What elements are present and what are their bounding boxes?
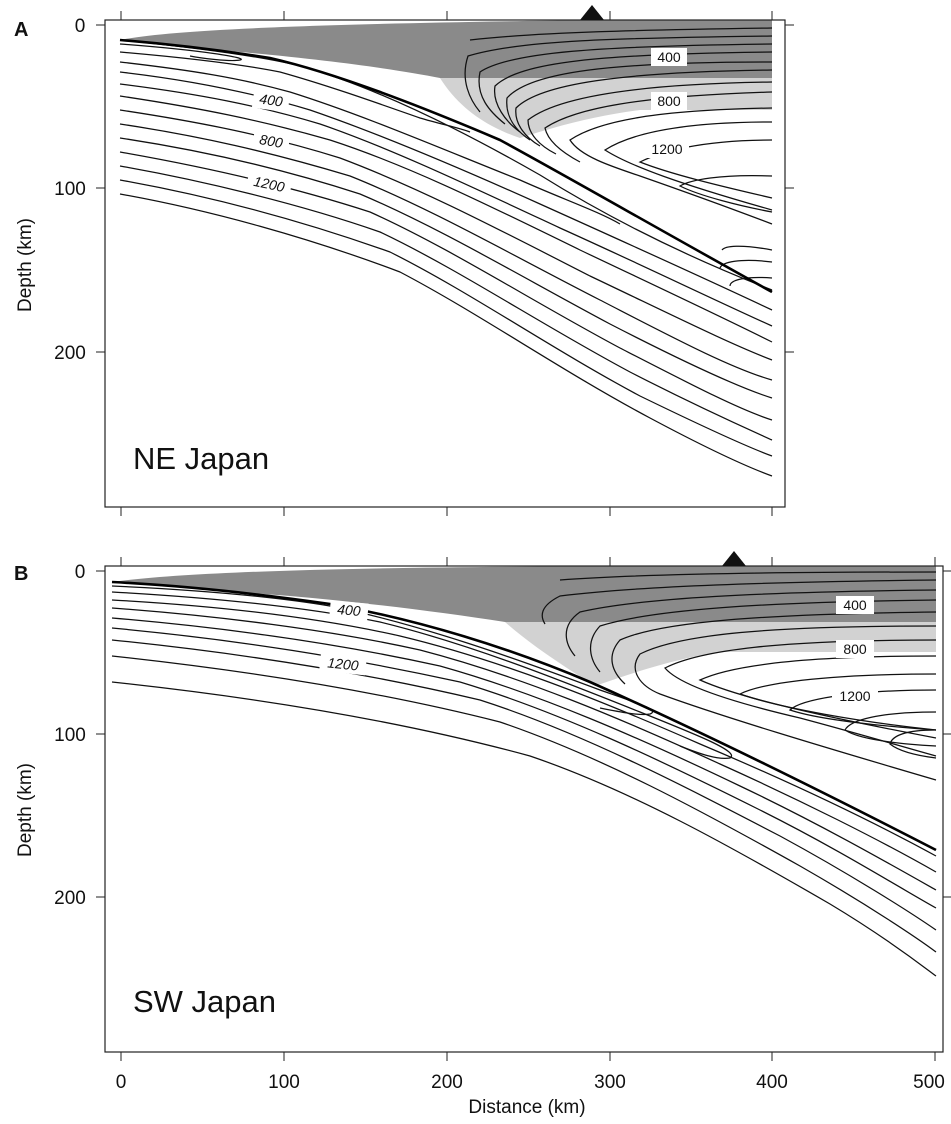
label-1200-upper-b: 1200 — [839, 688, 870, 704]
volcano-marker-b — [722, 551, 746, 566]
y-tick-100-a: 100 — [54, 179, 86, 200]
y-tick-100-b: 100 — [54, 725, 86, 746]
label-400-upper-a: 400 — [657, 49, 681, 65]
label-1200-lower-b: 1200 — [327, 654, 360, 673]
region-label-a: NE Japan — [133, 441, 269, 476]
ticks-a — [96, 11, 794, 516]
y-tick-200-a: 200 — [54, 343, 86, 364]
wedge-isotherms-b — [541, 571, 937, 781]
panel-label-a: A — [14, 19, 28, 41]
x-axis-label: Distance (km) — [468, 1097, 585, 1118]
slab-surface-a — [119, 38, 773, 294]
y-tick-200-b: 200 — [54, 888, 86, 909]
slab-isotherms-b — [111, 585, 937, 977]
plot-frame-a — [104, 19, 786, 508]
panel-b: 400 800 1200 400 1200 — [14, 551, 951, 1118]
volcano-marker-a — [580, 5, 604, 20]
crust-dark-b — [112, 566, 936, 622]
panel-label-b: B — [14, 563, 28, 585]
plot-frame-b — [104, 565, 944, 1053]
crust-dark-a — [120, 20, 772, 78]
label-800-lower-a: 800 — [258, 131, 284, 151]
x-tick-0: 0 — [116, 1072, 127, 1093]
panel-a: 400 800 1200 400 800 1200 — [14, 5, 794, 516]
x-tick-200: 200 — [431, 1072, 463, 1093]
label-400-lower-a: 400 — [258, 90, 284, 109]
crust-light-b — [505, 622, 936, 686]
slab-surface-b — [111, 580, 937, 852]
region-label-b: SW Japan — [133, 984, 276, 1019]
y-tick-0-a: 0 — [75, 16, 86, 37]
contour-labels-b: 400 800 1200 400 1200 — [319, 596, 878, 705]
x-tick-100: 100 — [268, 1072, 300, 1093]
x-tick-400: 400 — [756, 1072, 788, 1093]
x-tick-300: 300 — [594, 1072, 626, 1093]
label-800-upper-b: 800 — [843, 641, 867, 657]
x-tick-500: 500 — [913, 1072, 945, 1093]
label-1200-upper-a: 1200 — [651, 141, 682, 157]
label-800-upper-a: 800 — [657, 93, 681, 109]
contour-labels-a: 400 800 1200 400 800 1200 — [245, 48, 689, 199]
ticks-b — [96, 557, 951, 1061]
y-axis-label-b: Depth (km) — [15, 763, 36, 857]
y-tick-0-b: 0 — [75, 562, 86, 583]
y-axis-label-a: Depth (km) — [15, 218, 36, 312]
label-1200-lower-a: 1200 — [252, 173, 286, 195]
label-400-lower-b: 400 — [337, 601, 362, 619]
crust-light-a — [440, 78, 772, 138]
label-400-upper-b: 400 — [843, 597, 867, 613]
